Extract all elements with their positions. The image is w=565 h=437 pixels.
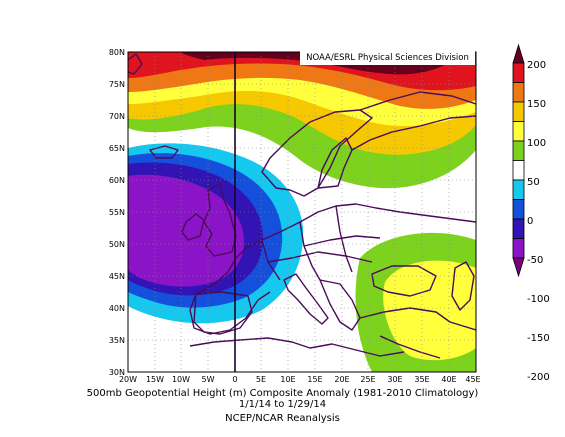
lat-label: 60N [109,176,125,185]
colorbar-box [512,199,525,220]
lat-label: 75N [109,80,125,89]
lon-label: 20W [119,375,137,384]
colorbar-box [512,101,525,122]
lon-label: 30E [387,375,402,384]
caption-dates: 1/1/14 to 1/29/14 [238,399,327,410]
colorbar-box [512,218,525,239]
colorbar-box [512,160,525,181]
colorbar-box [512,82,525,103]
colorbar-box [512,238,525,259]
lon-label: 20E [334,375,349,384]
credit-label: NOAA/ESRL Physical Sciences Division [300,51,475,65]
lat-label: 40N [109,304,125,313]
colorbar-label: -150 [527,333,550,344]
colorbar-box [512,121,525,142]
lon-label: 10W [172,375,190,384]
colorbar-label: -50 [527,255,543,266]
colorbar-label: 0 [527,216,533,227]
caption-source: NCEP/NCAR Reanalysis [225,413,340,424]
colorbar-box [512,140,525,161]
colorbar-label: 200 [527,60,546,71]
lat-label: 80N [109,48,125,57]
colorbar [512,43,525,278]
lat-label: 35N [109,336,125,345]
colorbar-bottom-arrow [512,257,525,278]
lon-label: 5W [202,375,215,384]
lat-label: 65N [109,144,125,153]
lon-label: 45E [465,375,480,384]
lat-label: 30N [109,368,125,377]
lon-label: 10E [280,375,295,384]
colorbar-box [512,62,525,83]
caption-title: 500mb Geopotential Height (m) Composite … [86,388,479,399]
lon-label: 15E [307,375,322,384]
lon-label: 25E [360,375,375,384]
colorbar-label: 150 [527,99,546,110]
colorbar-label: 100 [527,138,546,149]
lon-label: 0 [232,375,237,384]
lon-label: 35E [414,375,429,384]
lon-label: 15W [146,375,164,384]
lat-label: 50N [109,240,125,249]
colorbar-label: 50 [527,177,540,188]
lat-label: 70N [109,112,125,121]
lon-label: 5E [256,375,266,384]
anomaly-band-minus-200 [128,174,245,287]
lat-label: 55N [109,208,125,217]
colorbar-labels: 200 150 100 50 0 -50 -100 -150 -200 [527,60,550,383]
longitude-labels: 20W 15W 10W 5W 0 5E 10E 15E 20E 25E 30E … [119,375,481,384]
latitude-labels: 80N 75N 70N 65N 60N 55N 50N 45N 40N 35N … [109,48,125,377]
lon-label: 40E [441,375,456,384]
colorbar-label: -200 [527,372,550,383]
graticule [128,52,476,372]
colorbar-box [512,179,525,200]
colorbar-top-arrow [512,43,525,64]
colorbar-label: -100 [527,294,550,305]
lat-label: 45N [109,272,125,281]
